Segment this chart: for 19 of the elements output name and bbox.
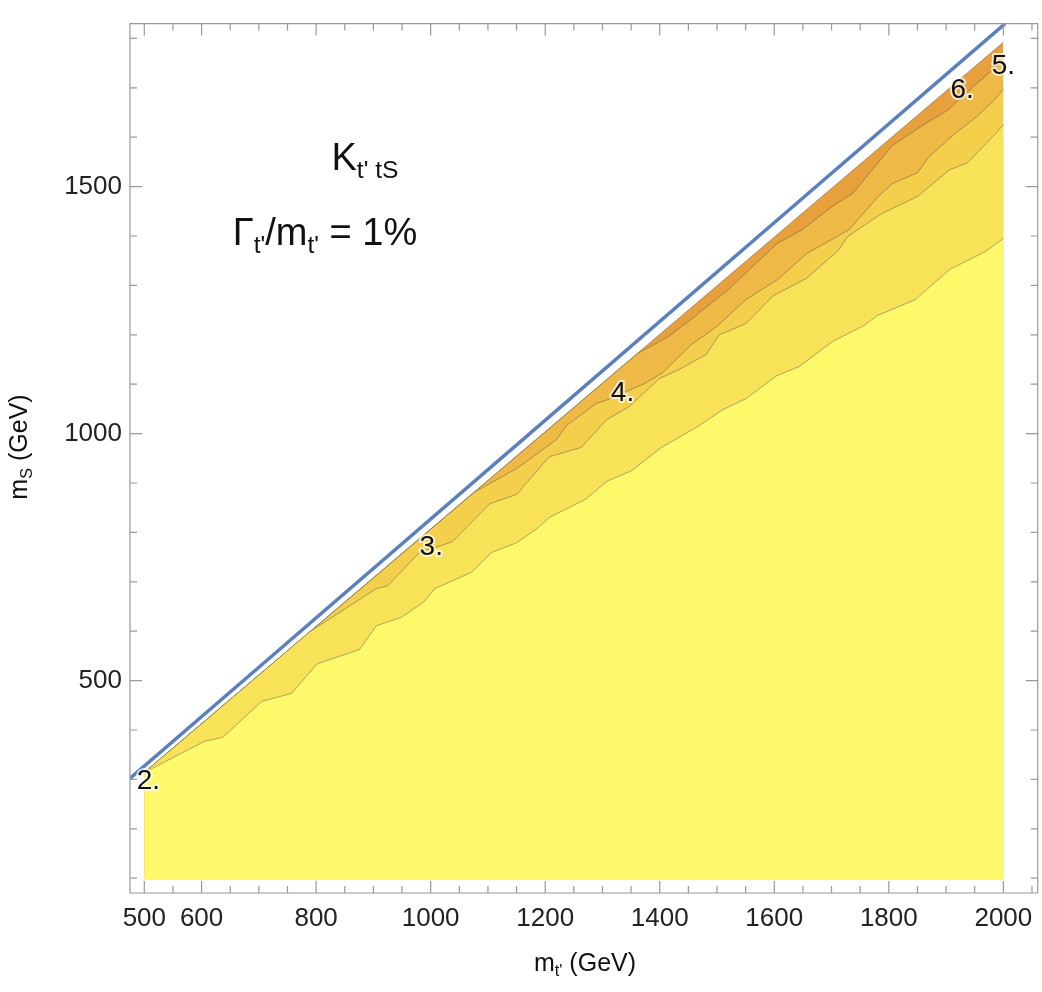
x-tick-label: 1800 (859, 901, 918, 932)
x-tick-label: 800 (294, 901, 338, 932)
annotation: 4. (610, 375, 635, 407)
x-tick-label: 1400 (630, 901, 689, 932)
annotation: 3. (419, 530, 443, 562)
x-axis-title: m$_{t'}$ (GeV) (533, 948, 637, 980)
x-tick-label: 500 (122, 901, 167, 932)
x-tick-label: 1200 (516, 901, 575, 932)
annotation: 5. (991, 49, 1016, 81)
y-tick-label: 500 (78, 663, 122, 694)
y-tick-label: 1000 (64, 416, 122, 447)
x-tick-label: 600 (179, 901, 224, 932)
annotation: Γ$_{t'}$/m$_{t'}$ = 1% (232, 211, 418, 259)
x-tick-label: 2000 (974, 901, 1033, 932)
x-tick-label: 1600 (745, 901, 804, 932)
x-tick-label: 1000 (401, 901, 460, 932)
annotation: 6. (950, 73, 974, 105)
y-tick-label: 1500 (64, 169, 122, 200)
annotation: K$_{t' tS}$ (331, 136, 399, 184)
